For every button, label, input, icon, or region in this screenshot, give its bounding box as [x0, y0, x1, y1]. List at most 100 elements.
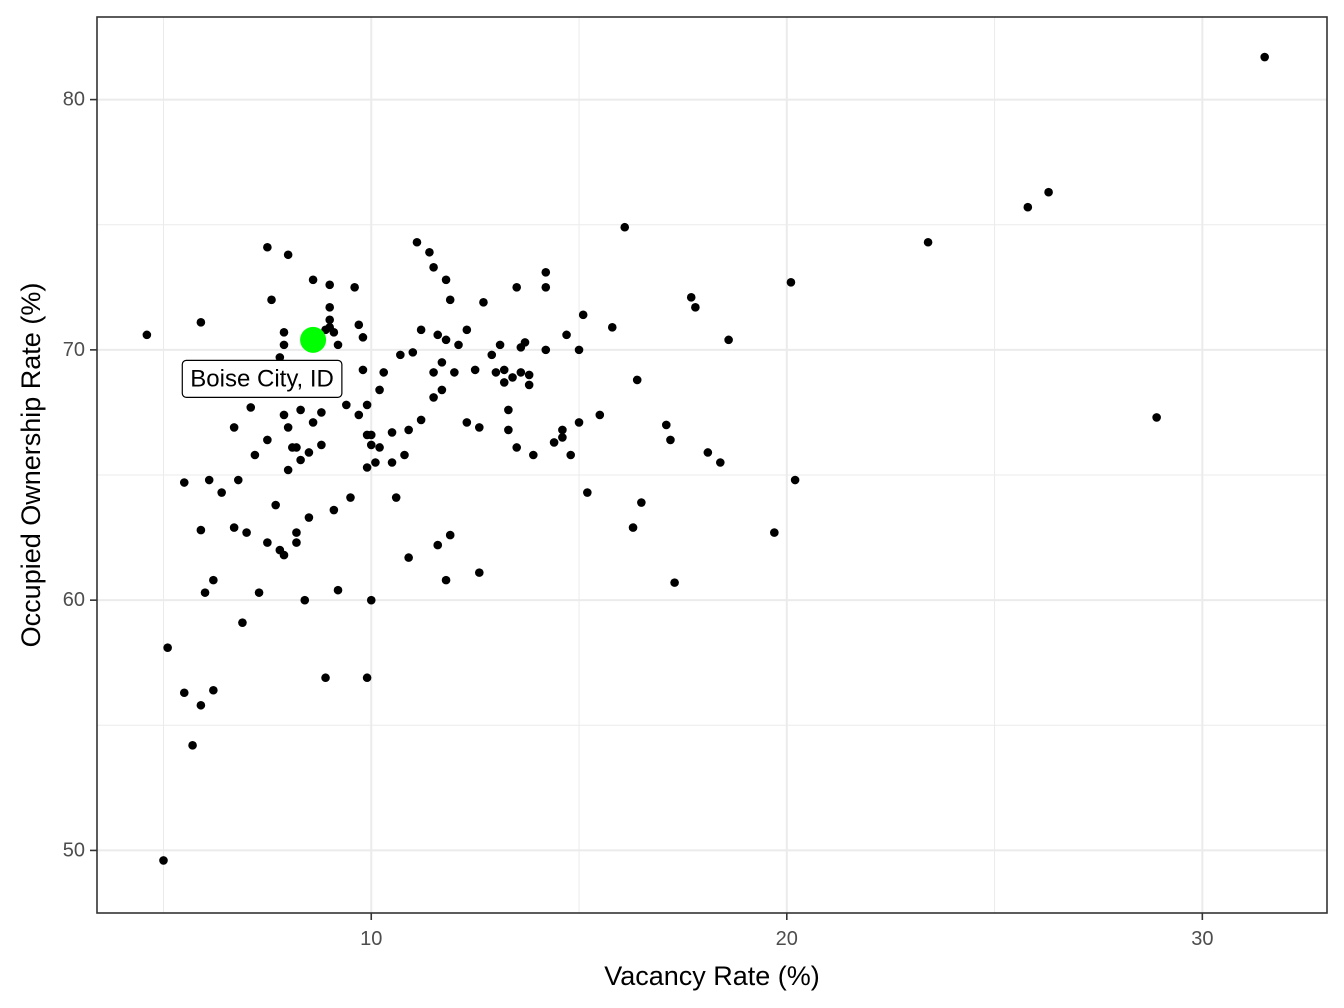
data-point — [661, 420, 671, 430]
axis-ticks — [90, 98, 1204, 920]
x-axis-title: Vacancy Rate (%) — [604, 961, 820, 991]
data-point — [362, 400, 372, 410]
data-point — [346, 493, 355, 502]
data-point — [333, 340, 343, 350]
data-point — [520, 338, 530, 347]
data-point — [524, 370, 534, 380]
data-point — [429, 368, 438, 377]
data-point — [1152, 413, 1161, 422]
data-point — [541, 345, 551, 355]
data-point — [292, 528, 301, 537]
data-point — [308, 275, 318, 285]
y-tick-label: 70 — [63, 339, 85, 361]
data-point — [441, 275, 451, 285]
data-point — [263, 538, 272, 547]
data-point — [462, 325, 472, 335]
data-point — [267, 295, 276, 305]
data-point — [628, 523, 638, 532]
plot-panel-border — [96, 16, 1328, 914]
highlight-point — [300, 326, 327, 353]
data-point — [462, 418, 472, 427]
highlight-callout-label: Boise City, ID — [190, 365, 334, 392]
data-point — [454, 340, 463, 350]
data-point — [304, 513, 314, 522]
data-point — [200, 588, 210, 597]
data-point — [358, 365, 368, 375]
data-point — [429, 262, 438, 272]
data-point — [516, 368, 526, 377]
data-point — [724, 335, 733, 345]
data-point — [263, 242, 272, 252]
data-point — [541, 267, 551, 277]
data-point — [558, 433, 567, 442]
data-point — [499, 365, 509, 375]
data-point — [279, 340, 289, 350]
y-axis-title: Occupied Ownership Rate (%) — [16, 283, 46, 648]
data-point — [445, 530, 455, 540]
x-tick-label: 10 — [360, 928, 382, 950]
data-point — [179, 478, 189, 487]
data-point — [574, 418, 584, 427]
data-point — [666, 435, 675, 445]
data-point — [504, 425, 513, 435]
data-point — [425, 247, 434, 257]
data-point — [487, 350, 497, 360]
data-point — [375, 385, 384, 395]
data-point — [350, 283, 359, 292]
data-point — [308, 418, 318, 427]
data-point — [279, 550, 289, 560]
data-point — [296, 405, 305, 415]
data-point — [279, 410, 289, 420]
data-point — [354, 320, 364, 330]
data-point — [703, 448, 713, 457]
data-point — [325, 315, 335, 325]
data-point — [416, 325, 426, 335]
x-tick-label: 20 — [776, 928, 798, 950]
data-point — [263, 435, 272, 445]
data-point — [246, 403, 256, 412]
data-point — [204, 475, 214, 485]
data-point — [495, 340, 505, 350]
data-point — [325, 303, 335, 312]
data-point — [504, 405, 513, 415]
data-point — [304, 448, 314, 457]
data-point — [558, 425, 567, 435]
x-tick-label: 30 — [1191, 928, 1213, 950]
data-point — [508, 373, 517, 382]
data-point — [366, 595, 376, 605]
data-point — [491, 368, 501, 377]
data-point — [408, 348, 418, 357]
data-point — [512, 283, 521, 292]
data-point — [499, 378, 509, 387]
data-point — [412, 237, 422, 247]
data-point — [670, 578, 679, 587]
data-point — [566, 450, 576, 460]
plot-background — [97, 17, 1327, 913]
data-point — [529, 450, 538, 460]
data-point — [362, 673, 372, 683]
y-tick-label: 60 — [63, 589, 85, 611]
data-point — [371, 458, 380, 467]
data-point — [283, 465, 293, 475]
data-point — [691, 303, 700, 312]
y-tick-label: 80 — [63, 89, 85, 111]
data-point — [300, 595, 310, 605]
data-points — [142, 52, 1269, 865]
minor-gridlines — [97, 17, 1327, 913]
data-point — [607, 323, 617, 332]
data-point — [329, 505, 339, 515]
data-point — [271, 500, 280, 510]
data-point — [142, 330, 152, 340]
data-point — [583, 488, 592, 497]
data-point — [437, 385, 447, 395]
data-point — [474, 568, 484, 577]
data-point — [620, 222, 630, 232]
data-point — [275, 353, 285, 362]
data-point — [329, 328, 339, 337]
data-point — [445, 295, 455, 305]
data-point — [342, 400, 351, 410]
data-point — [429, 393, 438, 402]
data-point — [292, 443, 301, 452]
data-point — [786, 277, 796, 287]
